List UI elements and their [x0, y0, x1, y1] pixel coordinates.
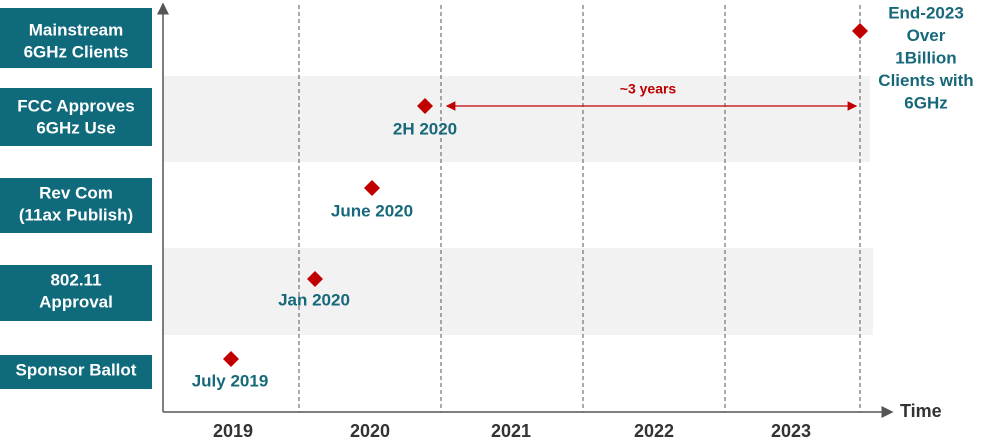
band	[163, 248, 873, 335]
milestone-label: 2H 2020	[393, 119, 457, 138]
milestone-label: End-2023	[888, 3, 964, 22]
milestone-diamond	[307, 271, 323, 287]
milestone-label: 1Billion	[895, 48, 956, 67]
row-label: Rev Com	[39, 183, 113, 202]
duration-label: ~3 years	[620, 81, 677, 97]
milestone-label: Over	[907, 26, 946, 45]
row-label-box	[0, 265, 152, 321]
row-label: 802.11	[50, 270, 101, 289]
milestone-label: June 2020	[331, 201, 413, 220]
milestone-diamond	[852, 23, 868, 39]
milestone-label: Jan 2020	[278, 290, 350, 309]
milestone-label: 6GHz	[904, 93, 947, 112]
year-label: 2020	[350, 421, 390, 441]
year-label: 2021	[491, 421, 531, 441]
row-label: FCC Approves	[17, 96, 134, 115]
milestone-label: July 2019	[192, 371, 269, 390]
row-label-box	[0, 88, 152, 146]
year-label: 2023	[771, 421, 811, 441]
year-label: 2019	[213, 421, 253, 441]
row-label-box	[0, 8, 152, 68]
axis-title: Time	[900, 401, 942, 421]
row-label: (11ax Publish)	[19, 205, 133, 224]
row-label-box	[0, 178, 152, 233]
milestone-diamond	[223, 351, 239, 367]
milestone-diamond	[364, 180, 380, 196]
milestone-label: Clients with	[878, 71, 973, 90]
row-label: Approval	[39, 292, 113, 311]
year-label: 2022	[634, 421, 674, 441]
milestone-diamond	[417, 98, 433, 114]
row-label: 6GHz Clients	[24, 42, 129, 61]
row-label: Sponsor Ballot	[16, 360, 137, 379]
year-dividers	[298, 5, 861, 412]
row-label-box	[0, 355, 152, 389]
row-label: Mainstream	[29, 20, 123, 39]
band	[163, 76, 870, 162]
row-label: 6GHz Use	[36, 118, 115, 137]
